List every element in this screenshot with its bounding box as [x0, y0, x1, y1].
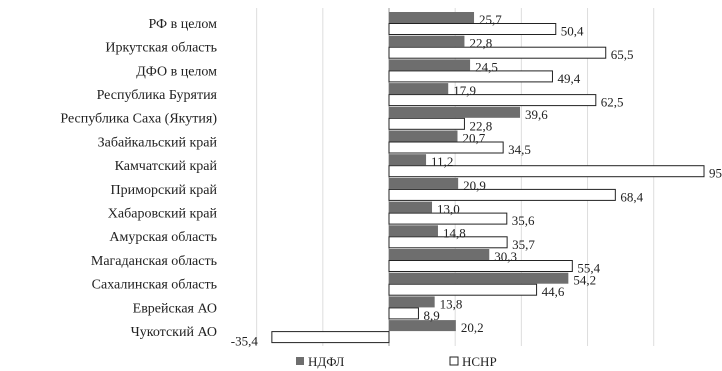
- legend-label-nsnr: НСНР: [462, 354, 497, 369]
- bar-ndfl: [389, 225, 438, 237]
- value-label-ndfl: 14,8: [443, 225, 466, 240]
- bar-ndfl: [389, 12, 475, 23]
- category-label: Еврейская АО: [133, 301, 217, 316]
- bar-ndfl: [389, 177, 459, 189]
- value-label-ndfl: 13,8: [440, 296, 463, 311]
- value-label-ndfl: 11,2: [431, 154, 453, 169]
- value-label-ndfl: 39,6: [525, 107, 548, 122]
- category-label: Приморский край: [111, 183, 218, 198]
- bar-ndfl: [389, 272, 569, 284]
- category-label: ДФО в целом: [136, 64, 217, 79]
- bar-ndfl: [389, 320, 456, 332]
- value-label-nsnr: 35,7: [512, 237, 535, 252]
- bar-ndfl: [389, 59, 471, 71]
- category-label: Сахалинская область: [92, 278, 217, 293]
- legend-label-ndfl: НДФЛ: [308, 354, 345, 369]
- category-labels: РФ в целом Иркутская область ДФО в целом Ре…: [60, 17, 217, 340]
- value-label-nsnr: 65,5: [611, 47, 634, 62]
- value-label-nsnr: 68,4: [620, 189, 643, 204]
- value-label-ndfl: 20,9: [463, 178, 486, 193]
- value-label-ndfl: 22,8: [469, 36, 492, 51]
- value-label-ndfl: 54,2: [573, 273, 596, 288]
- legend-swatch-ndfl: [296, 357, 304, 365]
- bar-nsnr: [388, 307, 419, 320]
- value-label-nsnr: 34,5: [508, 142, 531, 157]
- legend: НДФЛ НСНР: [296, 354, 497, 369]
- category-label: Камчатский край: [115, 159, 218, 174]
- category-label: Республика Бурятия: [97, 88, 218, 103]
- value-label-nsnr: 55,4: [577, 261, 600, 276]
- value-label-nsnr: 50,4: [561, 24, 584, 39]
- bar-ndfl: [389, 154, 427, 166]
- category-label: Амурская область: [109, 230, 217, 245]
- value-label-nsnr: 95,2: [709, 166, 722, 181]
- bar-nsnr: [388, 212, 508, 225]
- bar-nsnr: [388, 94, 597, 107]
- value-label-nsnr: 35,6: [512, 213, 535, 228]
- bar-ndfl: [389, 296, 435, 308]
- value-label-nsnr: 62,5: [601, 95, 624, 110]
- value-label-ndfl: 17,9: [453, 83, 476, 98]
- bar-nsnr: [388, 141, 504, 154]
- value-labels: 25,7 50,4 22,8 65,5 24,5 49,4 17,9 62,5 39,6 22,8…: [231, 12, 722, 349]
- bar-ndfl: [389, 35, 465, 47]
- value-label-ndfl: 25,7: [479, 12, 502, 27]
- value-label-nsnr: 22,8: [469, 118, 492, 133]
- bar-nsnr: [388, 70, 553, 83]
- category-label: Чукотский АО: [131, 325, 217, 340]
- bar-nsnr: [388, 165, 705, 178]
- bar-ndfl: [389, 249, 490, 260]
- bar-ndfl: [389, 106, 521, 118]
- value-label-ndfl: 20,7: [462, 131, 485, 146]
- value-label-nsnr: 49,4: [557, 71, 580, 86]
- category-label: Иркутская область: [105, 41, 217, 56]
- category-label: Забайкальский край: [98, 135, 218, 150]
- bars: [271, 12, 705, 344]
- legend-swatch-nsnr: [449, 356, 459, 366]
- category-label: РФ в целом: [148, 17, 217, 32]
- bar-nsnr: [388, 23, 557, 35]
- bar-nsnr: [388, 188, 616, 201]
- value-label-ndfl: 30,3: [494, 249, 517, 264]
- bar-nsnr: [271, 331, 390, 344]
- value-label-ndfl: 24,5: [475, 59, 498, 74]
- bar-nsnr: [388, 117, 465, 130]
- bar-nsnr: [388, 46, 607, 59]
- bar-nsnr: [388, 236, 508, 249]
- category-label: Магаданская область: [91, 254, 217, 269]
- bar-ndfl: [389, 130, 458, 142]
- value-label-nsnr: 44,6: [542, 284, 565, 299]
- bar-ndfl: [389, 83, 449, 95]
- value-label-nsnr: 8,9: [423, 308, 439, 323]
- bar-nsnr: [388, 260, 573, 272]
- category-label: Хабаровский край: [108, 206, 218, 221]
- value-label-nsnr: -35,4: [231, 334, 259, 349]
- value-label-ndfl: 13,0: [437, 202, 460, 217]
- bar-ndfl: [389, 201, 433, 213]
- value-label-ndfl: 20,2: [461, 320, 484, 335]
- category-label: Республика Саха (Якутия): [60, 112, 217, 127]
- bar-nsnr: [388, 283, 538, 296]
